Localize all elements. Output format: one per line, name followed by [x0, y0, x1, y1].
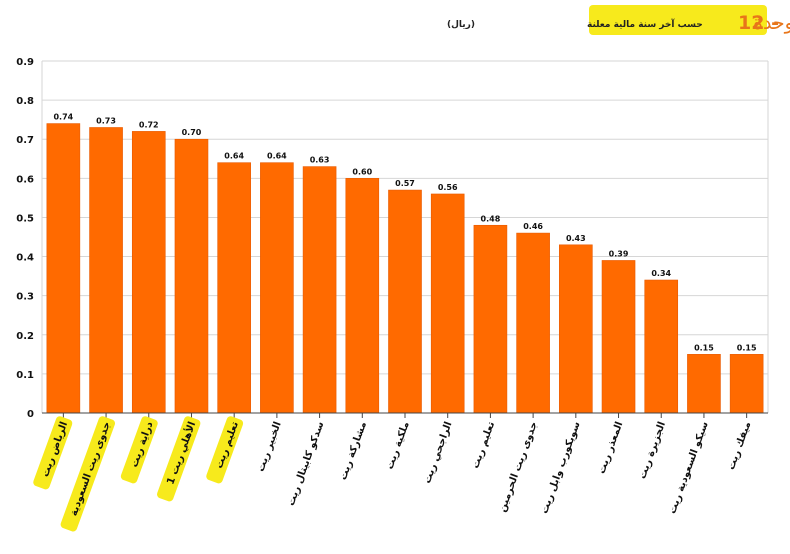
x-tick-label-group: ملكية ريت — [384, 420, 411, 471]
label-highlight — [157, 416, 201, 502]
x-tick-label-group: دراية ريت — [120, 416, 158, 484]
x-tick-label-group: مشاركة ريت — [338, 420, 369, 481]
data-label: 0.15 — [737, 343, 757, 352]
y-tick-label: 0.4 — [16, 253, 34, 264]
y-tick-label: 0.9 — [16, 57, 34, 68]
y-tick-label: 0.1 — [16, 370, 34, 381]
y-axis: 0 0.1 0.2 0.3 0.4 0.5 0.6 0.7 0.8 0.9 — [16, 57, 34, 420]
x-tick-label: تعليم ريت — [470, 420, 497, 470]
data-label: 0.74 — [53, 113, 73, 122]
data-label: 0.57 — [395, 179, 415, 188]
bar — [559, 244, 593, 414]
bars: 0.74 0.73 0.72 0.70 0.64 0.64 0.63 0.60 0.57 0.56… — [46, 113, 764, 414]
x-tick-label-group: الرياض ريت — [33, 416, 73, 490]
x-tick-label: ملكية ريت — [384, 420, 411, 471]
label-highlight — [120, 416, 158, 484]
x-tick-label-group: الجزيرة ريت — [637, 420, 668, 480]
data-label: 0.46 — [523, 222, 543, 231]
x-tick-label: جدوى ريت السعودية — [68, 420, 112, 517]
x-tick-label-group: تعليم ريت — [470, 420, 497, 470]
x-tick-label: الراجحي ريت — [422, 420, 455, 485]
label-highlight — [206, 416, 244, 484]
bar — [644, 279, 679, 414]
x-tick-label: ميفك ريت — [726, 420, 754, 471]
y-tick-label: 0.8 — [16, 96, 34, 107]
x-tick-label: سويكورب وابل ريت — [539, 420, 583, 515]
bar — [302, 166, 337, 414]
data-label: 0.64 — [224, 152, 244, 161]
y-tick-label: 0.6 — [16, 174, 34, 185]
x-tick-label: الخبير ريت — [255, 420, 283, 473]
chart-header: 12 - التوزيع النقدي للوحدة حسب آخر سنة م… — [447, 5, 790, 35]
data-label: 0.70 — [182, 128, 202, 137]
y-tick-label: 0.3 — [16, 292, 34, 303]
bar — [260, 162, 294, 414]
x-tick-label: مشاركة ريت — [338, 420, 369, 481]
x-tick-label-group: المعذر ريت — [596, 420, 625, 475]
chart-subtitle: حسب آخر سنة مالية معلنة — [587, 18, 703, 30]
bar — [174, 138, 209, 414]
data-label: 0.43 — [566, 234, 586, 243]
bar — [131, 131, 166, 414]
bar — [345, 178, 380, 414]
data-label: 0.56 — [438, 183, 458, 192]
y-tick-label: 0.2 — [16, 331, 34, 342]
data-label: 0.72 — [139, 120, 159, 129]
data-label: 0.48 — [481, 214, 501, 223]
data-label: 0.64 — [267, 152, 287, 161]
chart-title: التوزيع النقدي للوحدة — [753, 12, 790, 34]
bar — [687, 354, 721, 414]
x-tick-label-group: الأهلي ريت 1 — [157, 416, 201, 502]
bar — [473, 224, 508, 414]
bar — [217, 162, 251, 414]
data-label: 0.60 — [352, 167, 372, 176]
bar — [729, 354, 764, 414]
data-label: 0.63 — [310, 156, 330, 165]
x-tick-label-group: سدكو كابيتال ريت — [286, 420, 327, 507]
data-label: 0.39 — [609, 249, 629, 258]
bar — [46, 123, 81, 414]
data-label: 0.34 — [651, 269, 671, 278]
x-tick-label: المعذر ريت — [596, 420, 625, 475]
data-label: 0.15 — [694, 343, 714, 352]
x-tick-label: جدوى ريت الحرمين — [497, 420, 540, 513]
y-tick-label: 0 — [27, 409, 34, 420]
bar — [516, 232, 550, 414]
x-tick-label: سيكو السعودية ريت — [667, 420, 711, 515]
x-tick-label: سدكو كابيتال ريت — [286, 420, 327, 507]
bar — [430, 193, 465, 414]
chart-unit: (ريال) — [447, 20, 475, 30]
x-tick-label-group: تعليم ريت — [206, 416, 244, 484]
x-tick-label: الجزيرة ريت — [637, 420, 668, 480]
chart-number: 12 - — [738, 12, 779, 34]
bar — [388, 189, 422, 414]
x-tick-label-group: الراجحي ريت — [422, 420, 455, 485]
x-tick-label-group: جدوى ريت الحرمين — [497, 420, 540, 513]
label-highlight — [33, 416, 73, 490]
y-tick-label: 0.7 — [16, 135, 34, 146]
x-tick-label-group: الخبير ريت — [255, 420, 283, 473]
x-tick-label-group: سيكو السعودية ريت — [667, 420, 711, 515]
x-tick-label-group: سويكورب وابل ريت — [539, 420, 583, 515]
y-tick-label: 0.5 — [16, 213, 34, 224]
bar — [89, 127, 123, 414]
label-highlight — [60, 416, 115, 532]
x-tick-label-group: ميفك ريت — [726, 420, 754, 471]
title-highlight — [589, 5, 767, 35]
data-label: 0.73 — [96, 116, 116, 125]
bar — [601, 260, 636, 414]
